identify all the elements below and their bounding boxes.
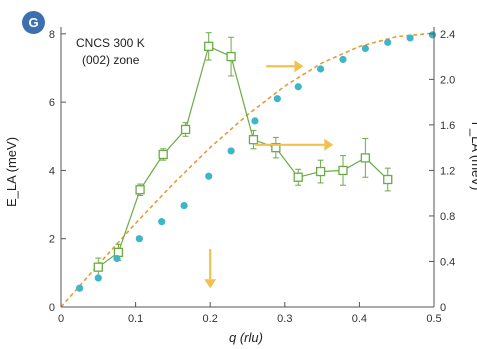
energy-point	[406, 34, 414, 42]
y-left-axis-label-text: E_LA (meV)	[4, 137, 19, 207]
y-right-tick-label: 1.2	[440, 165, 455, 177]
energy-point	[227, 147, 235, 155]
linewidth-point	[338, 165, 348, 176]
panel-letter: G	[28, 15, 39, 30]
y-right-tick-label: 2.4	[440, 29, 455, 41]
linewidth-point	[180, 124, 191, 135]
x-axis-label-text: q (rlu)	[229, 330, 263, 345]
energy-point	[273, 95, 281, 103]
y-right-axis-label: Γ_LA (meV)	[469, 122, 477, 191]
x-tick-label: 0.5	[426, 313, 441, 325]
y-right-tick-label: 0.8	[440, 211, 455, 223]
linewidth-point	[204, 41, 214, 51]
energy-point	[428, 31, 437, 39]
y-right-tick-label: 2.0	[440, 74, 455, 86]
energy-point	[294, 83, 302, 91]
energy-point	[113, 254, 121, 263]
linewidth-point	[293, 172, 303, 182]
panel-badge: G	[22, 11, 45, 34]
energy-point	[135, 235, 143, 243]
x-tick-label: 0.4	[352, 313, 367, 325]
energy-point	[180, 201, 188, 210]
energy-point	[158, 218, 166, 226]
y-left-tick-label: 4	[49, 165, 55, 177]
y-left-tick-label: 6	[49, 97, 55, 109]
y-right-tick-label: 0.4	[440, 256, 455, 268]
x-tick-label: 0.1	[128, 313, 143, 325]
x-axis-label: q (rlu)	[229, 330, 263, 345]
linewidth-line	[97, 45, 389, 268]
linewidth-point	[135, 185, 145, 195]
y-right-axis-label-text: Γ_LA (meV)	[469, 122, 477, 191]
linewidth-point	[360, 153, 371, 163]
y-left-axis-label: E_LA (meV)	[4, 137, 19, 207]
linewidth-point	[158, 149, 168, 160]
energy-point	[361, 44, 369, 53]
energy-point	[94, 274, 102, 282]
arrow-head	[294, 60, 304, 73]
linewidth-point	[248, 135, 259, 145]
energy-point	[205, 172, 213, 180]
energy-point	[339, 55, 347, 64]
linewidth-point	[93, 262, 103, 272]
y-left-tick-label: 0	[49, 302, 55, 314]
arrow-head	[204, 279, 217, 289]
y-right-tick-label: 0	[440, 302, 446, 314]
x-tick-label: 0	[58, 313, 64, 325]
linewidth-point	[226, 51, 236, 62]
energy-point	[384, 38, 392, 46]
energy-point	[76, 284, 84, 292]
annotation-line1: CNCS 300 K	[76, 36, 145, 50]
y-left-tick-label: 8	[49, 29, 55, 41]
x-tick-label: 0.2	[203, 313, 218, 325]
energy-point	[251, 117, 259, 125]
linewidth-point	[315, 166, 326, 177]
linewidth-point	[383, 174, 393, 185]
x-tick-label: 0.3	[277, 313, 292, 325]
annotation-line2: (002) zone	[82, 53, 140, 67]
y-left-tick-label: 2	[49, 234, 55, 246]
y-right-tick-label: 1.6	[440, 120, 455, 132]
linewidth-point	[271, 143, 281, 153]
energy-point	[317, 65, 325, 73]
arrow-head	[324, 138, 334, 151]
